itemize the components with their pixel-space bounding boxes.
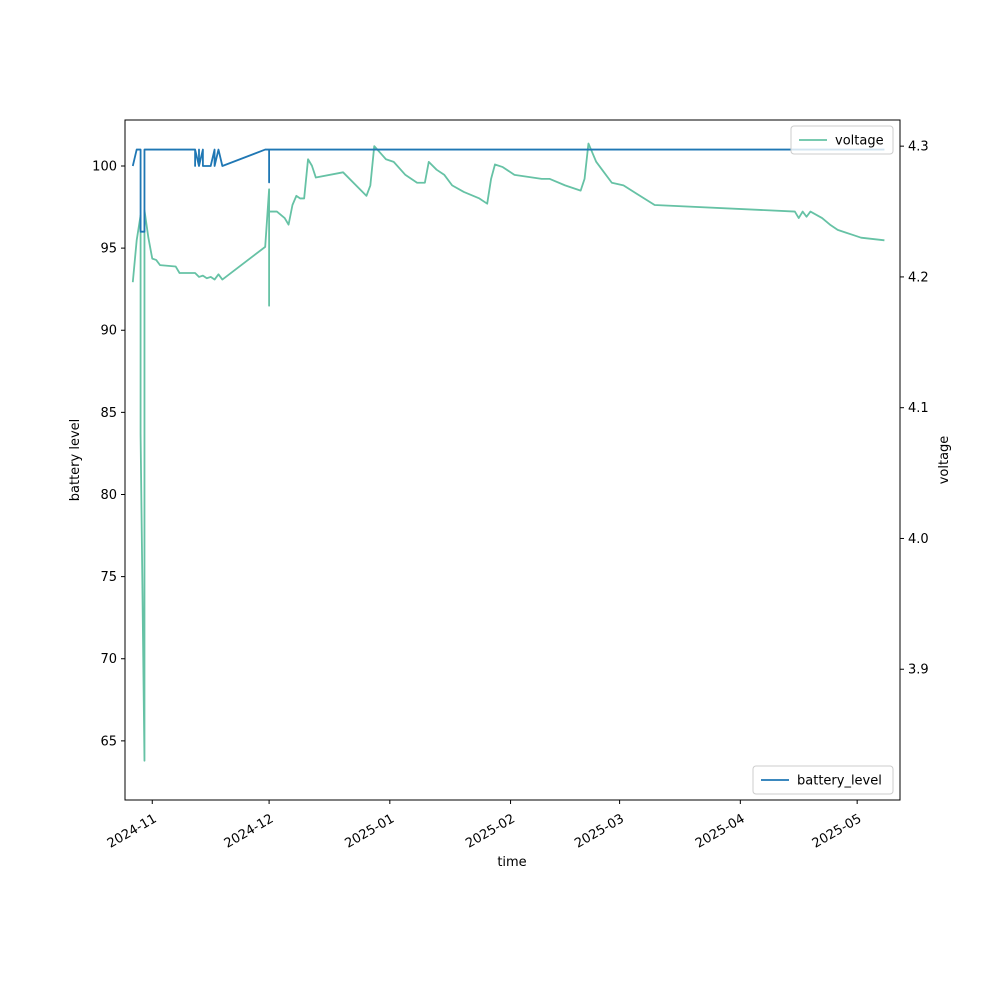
series-line-voltage [131,142,885,762]
right-y-tick-label: 4.0 [908,532,929,547]
right-y-axis-label: voltage [937,436,952,485]
right-y-tick-label: 3.9 [908,663,929,678]
x-axis-label: time [497,855,526,870]
right-y-axis: 3.9 4.0 4.1 4.2 4.3 [900,140,929,678]
left-y-tick-label: 70 [100,652,117,667]
plot-frame [124,119,901,801]
left-y-tick-label: 90 [100,324,117,339]
left-y-tick-label: 100 [92,159,117,174]
left-y-axis: 65 70 75 80 85 90 95 100 [92,159,125,749]
plot-area [124,119,901,801]
left-y-tick-label: 75 [100,570,117,585]
right-y-tick-label: 4.1 [908,401,929,416]
legend-box [790,125,894,155]
left-y-tick-label: 80 [100,488,117,503]
right-y-tick-label: 4.2 [908,270,929,285]
right-y-tick-label: 4.3 [908,140,929,155]
legend-label: voltage [835,134,884,149]
series-line-battery-level [131,148,885,233]
left-y-tick-label: 65 [100,734,117,749]
legend-battery-level: battery_level [752,765,894,795]
legends: voltage battery_level [752,125,894,795]
legend-box [752,765,894,795]
left-y-axis-label: battery level [68,419,83,502]
left-y-tick-label: 95 [100,242,117,257]
left-y-tick-label: 85 [100,406,117,421]
legend-label: battery_level [797,774,882,789]
legend-voltage: voltage [790,125,894,155]
